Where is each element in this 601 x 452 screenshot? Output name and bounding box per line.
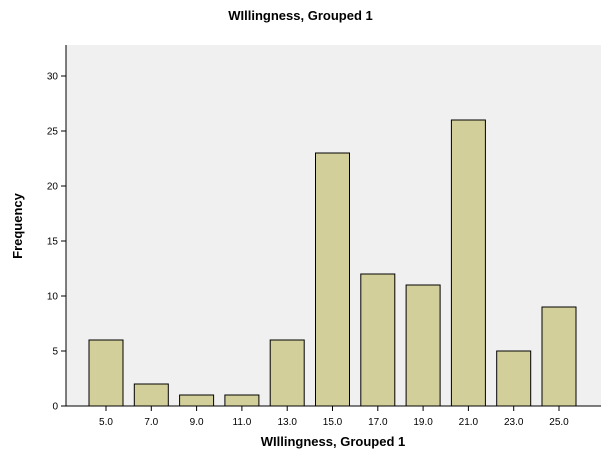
x-tick-label: 11.0 (233, 417, 252, 428)
x-tick-label: 13.0 (277, 417, 297, 428)
x-tick-label: 21.0 (459, 417, 479, 428)
bar-23.0 (496, 350, 532, 407)
y-tick-label: 20 (47, 182, 59, 193)
x-tick-label: 9.0 (190, 417, 204, 428)
x-axis-title: WIllingness, Grouped 1 (261, 434, 405, 449)
bar-17.0 (360, 273, 396, 407)
bar-5.0 (88, 339, 124, 407)
bar-13.0 (269, 339, 305, 407)
bar-15.0 (315, 152, 350, 407)
y-tick-label: 30 (47, 72, 59, 83)
x-tick-label: 17.0 (368, 417, 388, 428)
chart-title: WIllingness, Grouped 1 (228, 8, 373, 23)
bar-7.0 (133, 383, 169, 407)
y-axis-title: Frequency (10, 192, 25, 259)
x-axis: 5.0 7.0 9.0 11.0 13.0 15.0 17.0 19.0 21.0 23.0 25.… (99, 406, 569, 428)
y-tick-label: 5 (52, 347, 58, 358)
y-tick-label: 0 (52, 402, 58, 413)
y-tick-label: 10 (47, 292, 59, 303)
x-tick-label: 23.0 (504, 417, 524, 428)
bar-21.0 (450, 119, 486, 407)
x-tick-label: 15.0 (323, 417, 343, 428)
x-tick-label: 25.0 (549, 417, 569, 428)
bar-9.0 (179, 394, 215, 407)
x-tick-label: 19.0 (413, 417, 433, 428)
x-tick-label: 5.0 (99, 417, 113, 428)
x-tick-label: 7.0 (144, 417, 158, 428)
y-tick-label: 15 (47, 237, 59, 248)
bar-19.0 (405, 284, 441, 407)
bars-group (88, 119, 577, 407)
y-tick-label: 25 (47, 127, 59, 138)
bar-25.0 (541, 306, 577, 407)
y-axis: 0 5 10 15 20 25 30 (47, 72, 66, 413)
bar-11.0 (224, 394, 260, 407)
